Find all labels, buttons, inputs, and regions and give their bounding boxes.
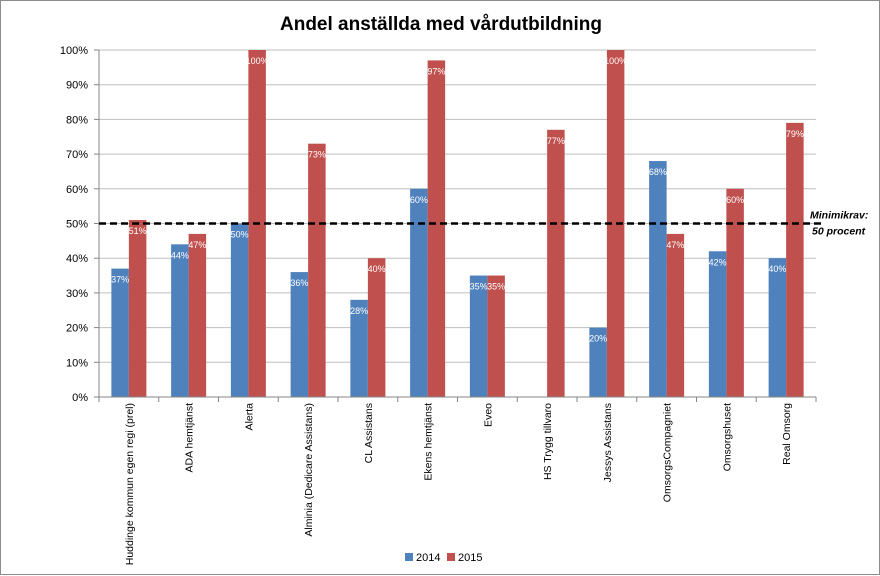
bar-2015 bbox=[547, 129, 565, 397]
legend-swatch-2015 bbox=[447, 553, 455, 561]
y-tick-label: 30% bbox=[66, 288, 88, 300]
y-tick-label: 60% bbox=[66, 184, 88, 196]
data-label-2014: 68% bbox=[649, 167, 667, 177]
bar-2015 bbox=[666, 233, 685, 397]
minimum-requirement-label: Minimikrav: bbox=[810, 210, 868, 222]
x-tick-label: HS Trygg tillvaro bbox=[542, 403, 554, 480]
data-label-2014: 42% bbox=[709, 257, 727, 267]
data-label-2014: 50% bbox=[231, 230, 249, 240]
bar-2015 bbox=[606, 50, 625, 397]
minimum-requirement-value: 50 procent bbox=[812, 226, 866, 238]
bar-2015 bbox=[308, 143, 326, 397]
y-tick-label: 0% bbox=[72, 392, 88, 404]
x-tick-label: Ekens hemtjänst bbox=[423, 403, 435, 481]
bar-2015 bbox=[188, 233, 207, 397]
data-label-2014: 44% bbox=[171, 250, 189, 260]
data-label-2015: 100% bbox=[246, 56, 269, 66]
bar-2015 bbox=[128, 220, 147, 397]
legend-label-2015: 2015 bbox=[458, 552, 482, 564]
y-tick-label: 50% bbox=[66, 219, 88, 231]
data-label-2015: 100% bbox=[604, 56, 627, 66]
bar-2015 bbox=[427, 60, 446, 397]
bar-2014 bbox=[768, 258, 787, 397]
data-label-2014: 60% bbox=[410, 195, 428, 205]
bar-2014 bbox=[230, 223, 249, 397]
y-tick-label: 90% bbox=[66, 80, 88, 92]
y-tick-label: 10% bbox=[66, 357, 88, 369]
data-label-2015: 47% bbox=[666, 240, 684, 250]
data-label-2014: 36% bbox=[290, 278, 308, 288]
x-tick-label: Huddinge kommun egen regi (prel) bbox=[124, 403, 136, 565]
data-label-2015: 51% bbox=[129, 226, 147, 236]
data-label-2015: 79% bbox=[786, 129, 804, 139]
bar-2014 bbox=[469, 275, 488, 397]
bar-2015 bbox=[726, 188, 744, 397]
x-tick-label: Alminia (Dedicare Assistans) bbox=[303, 403, 315, 537]
bar-2014 bbox=[350, 299, 368, 397]
data-label-2014: 20% bbox=[589, 334, 607, 344]
bar-2014 bbox=[290, 272, 309, 397]
y-tick-label: 40% bbox=[66, 253, 88, 265]
x-tick-label: Eveo bbox=[482, 403, 494, 427]
x-tick-label: Alerta bbox=[243, 403, 255, 431]
x-tick-label: Jessys Assistans bbox=[602, 403, 614, 482]
data-label-2014: 28% bbox=[350, 306, 368, 316]
bar-2014 bbox=[111, 268, 129, 397]
data-label-2014: 37% bbox=[111, 275, 129, 285]
data-label-2014: 40% bbox=[768, 264, 786, 274]
data-label-2015: 77% bbox=[547, 136, 565, 146]
legend-label-2014: 2014 bbox=[416, 552, 440, 564]
data-label-2014: 35% bbox=[470, 282, 488, 292]
y-tick-label: 100% bbox=[60, 45, 88, 57]
bar-2014 bbox=[708, 251, 727, 397]
x-tick-label: OmsorgsCompagniet bbox=[662, 403, 674, 502]
bar-2014 bbox=[171, 244, 189, 397]
data-label-2015: 47% bbox=[188, 240, 206, 250]
legend-swatch-2014 bbox=[405, 553, 413, 561]
bar-2015 bbox=[786, 122, 804, 398]
bar-2014 bbox=[589, 327, 607, 397]
x-tick-label: ADA hemtjänst bbox=[184, 403, 196, 473]
bar-2014 bbox=[410, 188, 428, 397]
chart-title: Andel anställda med vårdutbildning bbox=[280, 14, 602, 35]
x-tick-label: Omsorgshuset bbox=[721, 403, 733, 471]
data-label-2015: 35% bbox=[487, 282, 505, 292]
data-label-2015: 60% bbox=[726, 195, 744, 205]
bar-2014 bbox=[649, 161, 667, 397]
bar-2015 bbox=[487, 275, 505, 397]
y-tick-label: 70% bbox=[66, 149, 88, 161]
data-label-2015: 40% bbox=[368, 264, 386, 274]
y-tick-label: 20% bbox=[66, 323, 88, 335]
data-label-2015: 73% bbox=[308, 150, 326, 160]
x-tick-label: CL Assistans bbox=[363, 403, 375, 463]
y-tick-label: 80% bbox=[66, 114, 88, 126]
bar-2015 bbox=[367, 258, 386, 397]
data-label-2015: 97% bbox=[427, 66, 445, 76]
x-tick-label: Real Omsorg bbox=[781, 403, 793, 465]
